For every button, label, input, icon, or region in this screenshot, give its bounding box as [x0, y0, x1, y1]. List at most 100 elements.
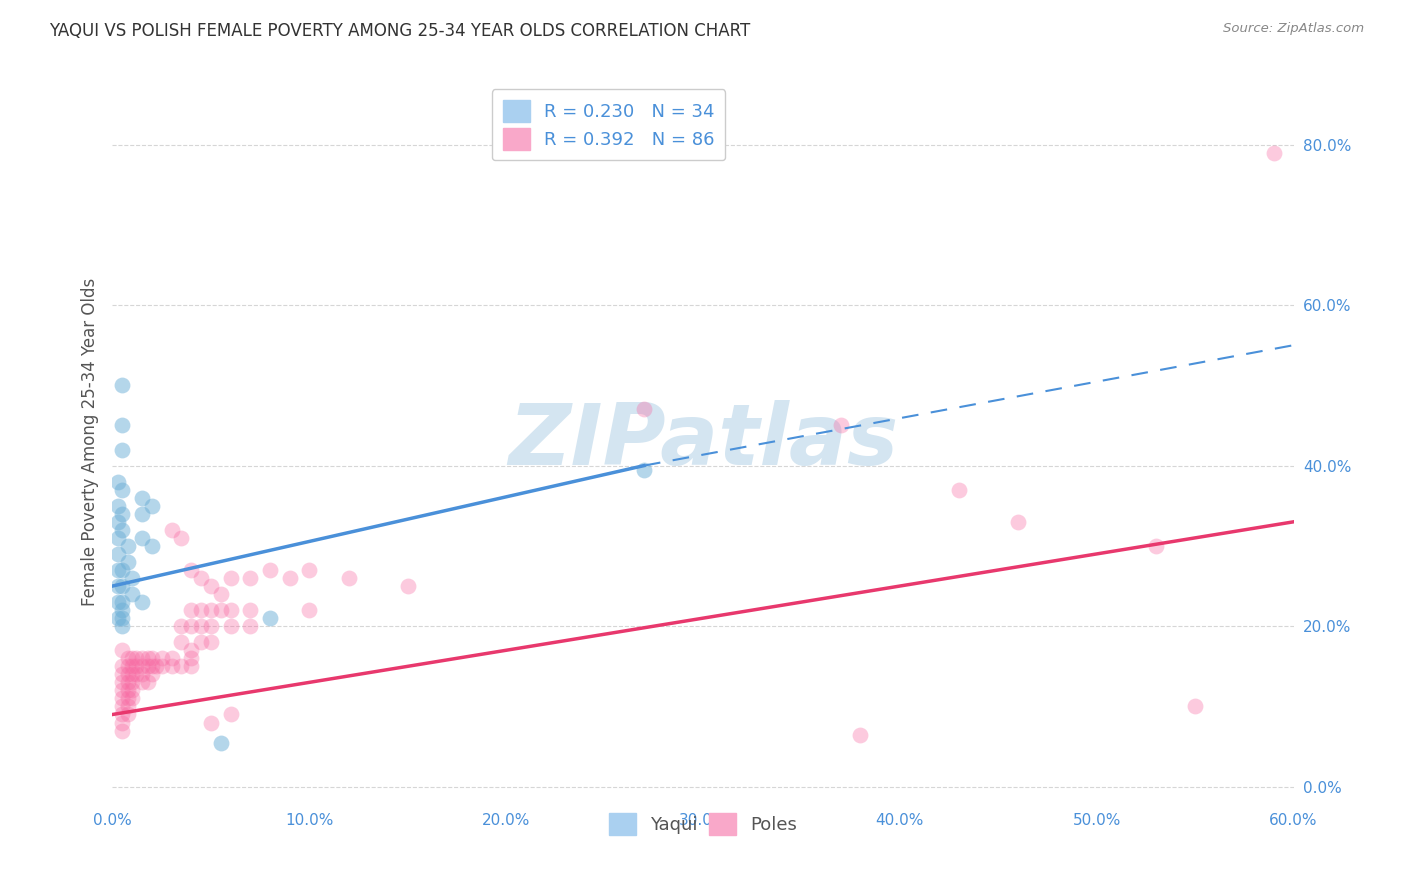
- Point: [117, 691, 139, 706]
- Point: [121, 675, 143, 690]
- Point: [107, 499, 129, 513]
- Point: [170, 619, 193, 633]
- Point: [131, 491, 153, 505]
- Point: [141, 539, 163, 553]
- Text: Source: ZipAtlas.com: Source: ZipAtlas.com: [1223, 22, 1364, 36]
- Point: [117, 555, 139, 569]
- Point: [136, 659, 159, 673]
- Point: [948, 483, 970, 497]
- Point: [190, 619, 212, 633]
- Point: [125, 659, 148, 673]
- Point: [125, 667, 148, 681]
- Point: [1184, 699, 1206, 714]
- Point: [121, 691, 143, 706]
- Point: [131, 507, 153, 521]
- Point: [111, 483, 134, 497]
- Point: [136, 651, 159, 665]
- Point: [150, 651, 173, 665]
- Point: [200, 579, 222, 593]
- Point: [111, 595, 134, 609]
- Point: [219, 707, 242, 722]
- Point: [107, 595, 129, 609]
- Point: [180, 643, 202, 657]
- Point: [209, 735, 232, 749]
- Point: [131, 675, 153, 690]
- Point: [1263, 145, 1285, 160]
- Point: [111, 563, 134, 577]
- Point: [121, 571, 143, 585]
- Point: [141, 651, 163, 665]
- Point: [111, 715, 134, 730]
- Legend: Yaqui, Poles: Yaqui, Poles: [600, 805, 806, 845]
- Point: [160, 651, 183, 665]
- Point: [107, 531, 129, 545]
- Point: [170, 531, 193, 545]
- Point: [1007, 515, 1029, 529]
- Point: [117, 683, 139, 698]
- Point: [180, 619, 202, 633]
- Point: [278, 571, 301, 585]
- Point: [131, 667, 153, 681]
- Point: [150, 659, 173, 673]
- Point: [131, 595, 153, 609]
- Point: [190, 603, 212, 617]
- Point: [259, 611, 281, 625]
- Point: [141, 659, 163, 673]
- Point: [117, 659, 139, 673]
- Point: [633, 462, 655, 476]
- Point: [180, 603, 202, 617]
- Text: YAQUI VS POLISH FEMALE POVERTY AMONG 25-34 YEAR OLDS CORRELATION CHART: YAQUI VS POLISH FEMALE POVERTY AMONG 25-…: [49, 22, 751, 40]
- Point: [136, 675, 159, 690]
- Point: [121, 659, 143, 673]
- Point: [117, 675, 139, 690]
- Point: [337, 571, 360, 585]
- Point: [200, 635, 222, 649]
- Point: [180, 651, 202, 665]
- Point: [121, 651, 143, 665]
- Point: [200, 603, 222, 617]
- Point: [121, 683, 143, 698]
- Point: [396, 579, 419, 593]
- Point: [131, 659, 153, 673]
- Point: [111, 707, 134, 722]
- Point: [111, 507, 134, 521]
- Point: [170, 635, 193, 649]
- Point: [131, 651, 153, 665]
- Point: [111, 683, 134, 698]
- Point: [298, 603, 321, 617]
- Point: [111, 442, 134, 457]
- Point: [117, 707, 139, 722]
- Point: [107, 563, 129, 577]
- Point: [190, 635, 212, 649]
- Point: [111, 723, 134, 738]
- Point: [200, 619, 222, 633]
- Point: [111, 418, 134, 433]
- Point: [111, 643, 134, 657]
- Point: [107, 579, 129, 593]
- Point: [121, 587, 143, 601]
- Point: [239, 571, 262, 585]
- Point: [190, 571, 212, 585]
- Y-axis label: Female Poverty Among 25-34 Year Olds: Female Poverty Among 25-34 Year Olds: [80, 277, 98, 606]
- Point: [633, 402, 655, 417]
- Point: [111, 378, 134, 392]
- Point: [219, 603, 242, 617]
- Point: [111, 619, 134, 633]
- Point: [107, 475, 129, 489]
- Point: [160, 523, 183, 537]
- Point: [209, 587, 232, 601]
- Point: [200, 715, 222, 730]
- Point: [107, 611, 129, 625]
- Point: [111, 691, 134, 706]
- Point: [111, 603, 134, 617]
- Point: [111, 523, 134, 537]
- Text: ZIPatlas: ZIPatlas: [508, 400, 898, 483]
- Point: [180, 659, 202, 673]
- Point: [239, 619, 262, 633]
- Point: [107, 547, 129, 561]
- Point: [131, 531, 153, 545]
- Point: [107, 515, 129, 529]
- Point: [117, 667, 139, 681]
- Point: [111, 659, 134, 673]
- Point: [145, 659, 167, 673]
